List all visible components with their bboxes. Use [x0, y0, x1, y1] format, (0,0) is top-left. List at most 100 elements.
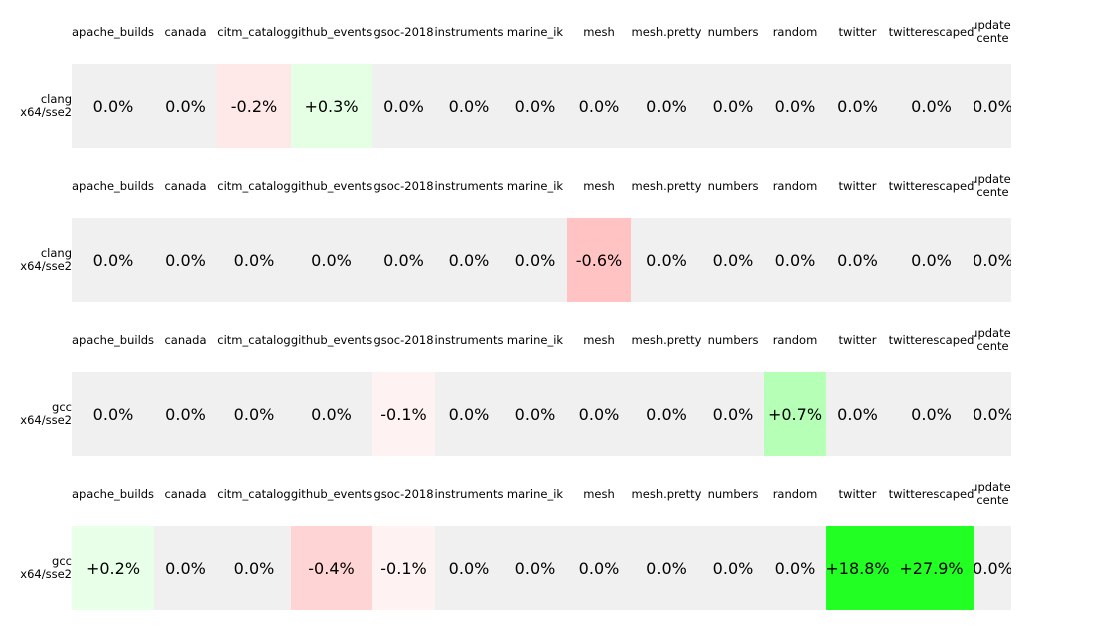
column-header: update- cente — [974, 480, 1011, 507]
column-header: twitterescaped — [889, 24, 974, 39]
column-header: mesh — [583, 486, 615, 501]
column-header: apache_builds — [72, 486, 154, 501]
table-cell: 0.0% — [826, 372, 889, 456]
table-cell: 0.0% — [764, 526, 826, 610]
table-cell: 0.0% — [567, 64, 631, 148]
row-header: gcc x64/sse2 — [0, 526, 72, 610]
table-cell: -0.4% — [291, 526, 372, 610]
table-cell: 0.0% — [217, 526, 291, 610]
column-header: canada — [164, 332, 207, 347]
table-cell: -0.1% — [372, 372, 435, 456]
table-cell: 0.0% — [154, 372, 217, 456]
table-cell: -0.1% — [372, 526, 435, 610]
table-cell: 0.0% — [764, 64, 826, 148]
table-cell: 0.0% — [631, 372, 702, 456]
table-cell: 0.0% — [503, 64, 567, 148]
column-header: random — [772, 486, 818, 501]
column-header: gsoc-2018 — [373, 24, 434, 39]
table-cell: 0.0% — [72, 218, 154, 302]
column-header: github_events — [291, 486, 372, 501]
table-cell: 0.0% — [435, 372, 503, 456]
column-header: twitter — [838, 332, 877, 347]
column-header: mesh — [583, 178, 615, 193]
table-cell: 0.0% — [435, 526, 503, 610]
table-cell: 0.0% — [72, 64, 154, 148]
column-header: apache_builds — [72, 24, 154, 39]
table-cell: 0.0% — [291, 372, 372, 456]
table-cell: -0.6% — [567, 218, 631, 302]
column-header: random — [772, 178, 818, 193]
table-block: apache_builds canada citm_catalog github_ev… — [0, 308, 1100, 462]
table-cell: +0.2% — [72, 526, 154, 610]
table-cell: 0.0% — [372, 218, 435, 302]
column-header: instruments — [435, 24, 503, 39]
table-cell: 0.0% — [154, 526, 217, 610]
column-header: mesh — [583, 332, 615, 347]
column-header: twitter — [838, 486, 877, 501]
column-header: gsoc-2018 — [373, 178, 434, 193]
table-block: apache_builds canada citm_catalog github_ev… — [0, 462, 1100, 616]
table-block: apache_builds canada citm_catalog github_ev… — [0, 154, 1100, 308]
column-header: instruments — [435, 332, 503, 347]
table-cell: 0.0% — [826, 218, 889, 302]
table-cell: 0.0% — [567, 526, 631, 610]
column-header: mesh.pretty — [631, 178, 702, 193]
column-header: random — [772, 24, 818, 39]
column-header: canada — [164, 24, 207, 39]
column-header: twitterescaped — [889, 178, 974, 193]
row-header-line: x64/sse2 — [20, 105, 72, 119]
column-header: canada — [164, 486, 207, 501]
column-header: mesh — [583, 24, 615, 39]
table-cell: 0.0% — [217, 372, 291, 456]
column-header: citm_catalog — [217, 332, 291, 347]
table-cell: 0.0% — [889, 372, 974, 456]
column-header: instruments — [435, 178, 503, 193]
row-header: clang x64/sse2 — [0, 64, 72, 148]
table-cell: 0.0% — [889, 64, 974, 148]
column-header: marine_ik — [506, 178, 564, 193]
table-cell: 0.0% — [372, 64, 435, 148]
table-cell: 0.0% — [826, 64, 889, 148]
table-cell: 0.0% — [974, 218, 1011, 302]
row-header-line: x64/sse2 — [20, 567, 72, 581]
column-header: marine_ik — [506, 332, 564, 347]
table-cell: 0.0% — [291, 218, 372, 302]
column-header: numbers — [707, 332, 759, 347]
table-cell: 0.0% — [217, 218, 291, 302]
row-header-line: x64/sse2 — [20, 259, 72, 273]
row-header: gcc x64/sse2 — [0, 372, 72, 456]
table-cell: 0.0% — [702, 64, 764, 148]
column-header: gsoc-2018 — [373, 332, 434, 347]
row-header: clang x64/sse2 — [0, 218, 72, 302]
table-cell: 0.0% — [503, 526, 567, 610]
table-cell: 0.0% — [889, 218, 974, 302]
row-header-line: clang — [40, 246, 72, 260]
row-header-line: clang — [40, 92, 72, 106]
column-header: github_events — [291, 178, 372, 193]
column-header: marine_ik — [506, 486, 564, 501]
column-header: github_events — [291, 332, 372, 347]
table-cell: 0.0% — [974, 372, 1011, 456]
table-cell: 0.0% — [702, 372, 764, 456]
column-header: citm_catalog — [217, 486, 291, 501]
table-cell: -0.2% — [217, 64, 291, 148]
table-cell: 0.0% — [974, 64, 1011, 148]
column-header: numbers — [707, 178, 759, 193]
table-cell: 0.0% — [764, 218, 826, 302]
column-header: mesh.pretty — [631, 486, 702, 501]
table-cell: 0.0% — [631, 218, 702, 302]
column-header: apache_builds — [72, 332, 154, 347]
column-header: gsoc-2018 — [373, 486, 434, 501]
column-header: citm_catalog — [217, 178, 291, 193]
table-cell: 0.0% — [702, 218, 764, 302]
table-cell: 0.0% — [974, 526, 1011, 610]
table-cell: 0.0% — [702, 526, 764, 610]
table-cell: 0.0% — [567, 372, 631, 456]
column-header: update- cente — [974, 172, 1011, 199]
row-header-line: gcc — [52, 554, 72, 568]
column-header: twitter — [838, 24, 877, 39]
table-cell: 0.0% — [503, 218, 567, 302]
table-cell: +0.7% — [764, 372, 826, 456]
table-cell: 0.0% — [154, 218, 217, 302]
